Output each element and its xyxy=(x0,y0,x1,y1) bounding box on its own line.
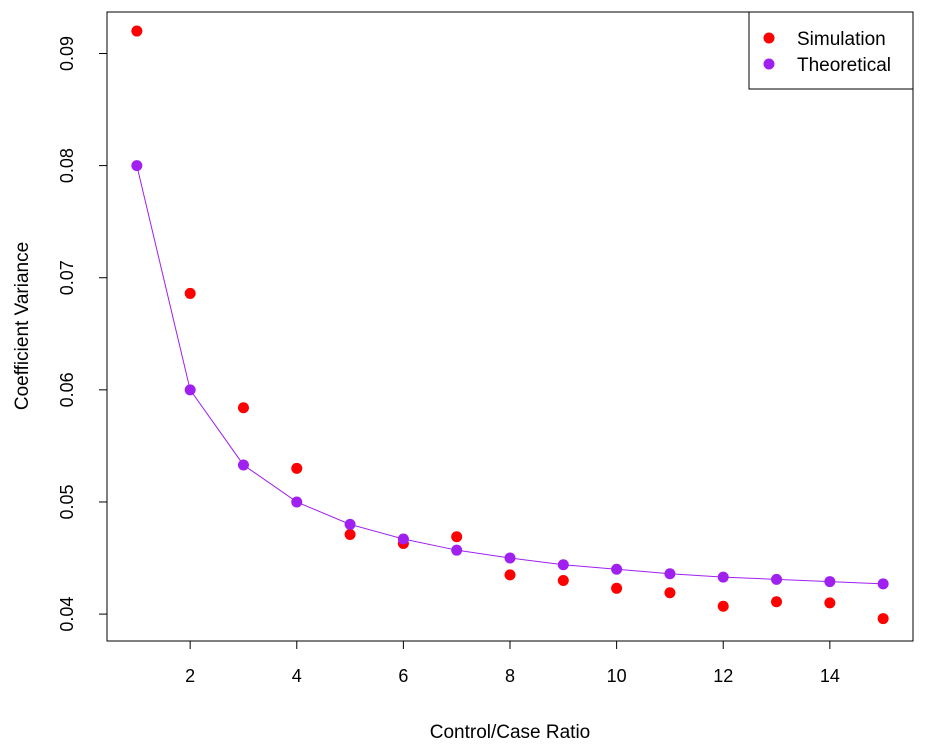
y-tick-label: 0.07 xyxy=(57,260,77,295)
data-point xyxy=(131,160,143,172)
x-axis-label: Control/Case Ratio xyxy=(430,722,591,743)
x-tick-label: 4 xyxy=(292,666,302,686)
y-axis: 0.04 0.05 0.06 0.07 0.08 0.09 xyxy=(57,36,108,632)
data-point xyxy=(237,402,249,414)
y-axis-label: Coefficient Variance xyxy=(12,242,33,410)
data-point xyxy=(771,596,783,608)
legend-marker xyxy=(763,32,775,44)
x-tick-label: 6 xyxy=(398,666,408,686)
x-axis: 2 4 6 8 10 12 14 xyxy=(185,640,840,686)
data-point xyxy=(451,531,463,543)
legend-label: Theoretical xyxy=(797,55,891,76)
data-point xyxy=(184,384,196,396)
data-point xyxy=(557,559,569,571)
data-point xyxy=(824,576,836,588)
data-point xyxy=(557,574,569,586)
data-point xyxy=(237,459,249,471)
x-tick-label: 2 xyxy=(185,666,195,686)
legend: Simulation Theoretical xyxy=(748,11,914,90)
data-point xyxy=(877,613,889,625)
data-point xyxy=(397,533,409,545)
x-tick-label: 10 xyxy=(607,666,627,686)
data-point xyxy=(131,25,143,37)
data-point xyxy=(184,287,196,299)
x-tick-label: 8 xyxy=(505,666,515,686)
y-tick-label: 0.06 xyxy=(57,372,77,407)
data-point xyxy=(824,597,836,609)
series-simulation xyxy=(131,25,889,625)
data-point xyxy=(664,568,676,580)
data-point xyxy=(504,552,516,564)
data-point xyxy=(717,600,729,612)
y-tick-label: 0.08 xyxy=(57,148,77,183)
legend-box xyxy=(748,11,914,90)
data-point xyxy=(504,569,516,581)
plot-frame xyxy=(106,11,914,642)
data-point xyxy=(344,518,356,530)
data-point xyxy=(664,587,676,599)
x-tick-label: 14 xyxy=(820,666,840,686)
data-point xyxy=(291,462,303,474)
data-point xyxy=(611,582,623,594)
x-tick-label: 12 xyxy=(713,666,733,686)
y-tick-label: 0.04 xyxy=(57,597,77,632)
data-point xyxy=(771,573,783,585)
data-point xyxy=(611,563,623,575)
series-line xyxy=(136,165,884,585)
data-point xyxy=(344,528,356,540)
data-point xyxy=(451,544,463,556)
legend-label: Simulation xyxy=(797,29,886,50)
series-theoretical xyxy=(131,160,889,590)
y-tick-label: 0.09 xyxy=(57,36,77,71)
series-layer xyxy=(131,25,889,625)
legend-marker xyxy=(763,58,775,70)
data-point xyxy=(291,496,303,508)
data-point xyxy=(877,578,889,590)
data-point xyxy=(717,571,729,583)
y-tick-label: 0.05 xyxy=(57,484,77,519)
